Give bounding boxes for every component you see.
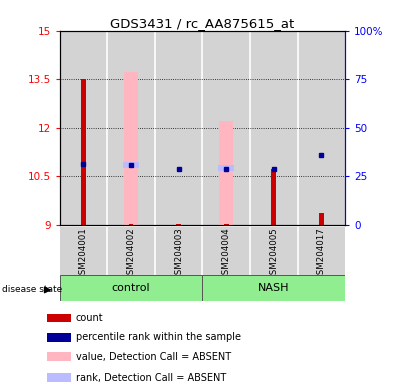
Bar (107, 31, 155, 225)
Text: count: count (76, 313, 103, 323)
Text: GSM204002: GSM204002 (127, 227, 136, 280)
Text: GSM204003: GSM204003 (174, 227, 183, 280)
Text: NASH: NASH (258, 283, 290, 293)
Bar (219, 121, 233, 225)
Bar (250, 227, 298, 275)
Bar (271, 169, 276, 225)
Bar (47, 333, 71, 342)
FancyBboxPatch shape (60, 275, 202, 301)
Bar (176, 224, 181, 225)
Bar (155, 227, 202, 275)
Bar (298, 227, 345, 275)
Bar (129, 224, 134, 225)
Text: GSM204017: GSM204017 (317, 227, 326, 280)
Text: rank, Detection Call = ABSENT: rank, Detection Call = ABSENT (76, 372, 226, 382)
Text: control: control (112, 283, 150, 293)
Bar (124, 72, 138, 225)
Bar (81, 79, 86, 225)
Bar (47, 373, 71, 382)
Text: GSM204001: GSM204001 (79, 227, 88, 280)
Bar (47, 352, 71, 361)
Bar (250, 31, 298, 225)
Text: GSM204005: GSM204005 (269, 227, 278, 280)
Text: value, Detection Call = ABSENT: value, Detection Call = ABSENT (76, 352, 231, 362)
Bar (218, 165, 234, 171)
Bar (155, 31, 202, 225)
Bar (60, 31, 107, 225)
FancyBboxPatch shape (202, 275, 345, 301)
Bar (123, 162, 139, 168)
Bar (202, 31, 250, 225)
Bar (224, 224, 229, 225)
Text: disease state: disease state (2, 285, 62, 295)
Bar (202, 227, 250, 275)
Text: percentile rank within the sample: percentile rank within the sample (76, 332, 240, 342)
Bar (298, 31, 345, 225)
Text: GSM204004: GSM204004 (222, 227, 231, 280)
Bar (47, 313, 71, 322)
Bar (107, 227, 155, 275)
Bar (319, 214, 324, 225)
Bar (60, 227, 107, 275)
Title: GDS3431 / rc_AA875615_at: GDS3431 / rc_AA875615_at (110, 17, 295, 30)
